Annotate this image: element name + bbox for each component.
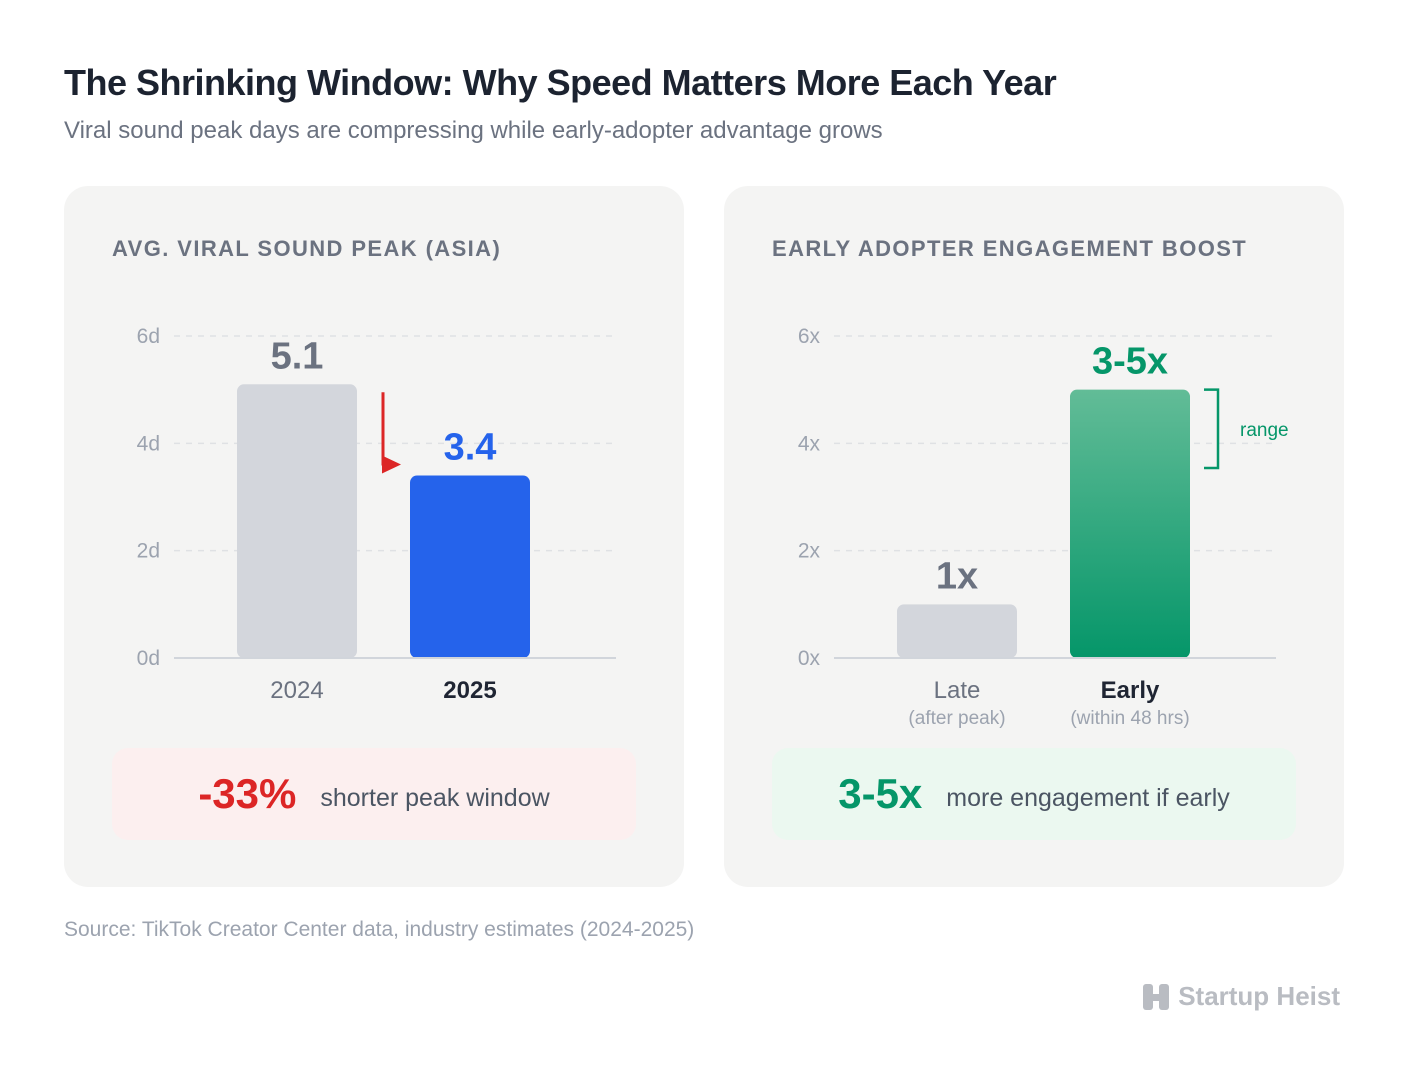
- peak-category-label: 2025: [443, 677, 496, 704]
- engagement-ytick-label: 2x: [798, 540, 821, 563]
- engagement-value-label: 1x: [936, 555, 978, 597]
- engagement-ytick-label: 0x: [798, 647, 821, 670]
- engagement-ytick-label: 4x: [798, 432, 821, 455]
- engagement-category-sublabel: (after peak): [908, 708, 1005, 729]
- range-label: range: [1240, 420, 1289, 441]
- peak-ytick-label: 0d: [137, 647, 160, 670]
- source-note: Source: TikTok Creator Center data, indu…: [64, 918, 695, 941]
- peak-ytick-label: 6d: [137, 325, 160, 348]
- brand-logo: Startup Heist: [1142, 981, 1340, 1012]
- decrease-arrow-head: [382, 455, 401, 474]
- peak-change-value: -33%: [198, 770, 297, 817]
- peak-bar-2024: [237, 384, 357, 658]
- peak-days-chart: 0d 2d 4d 6d 5.1 2024 3.4 2025: [137, 325, 616, 704]
- engagement-category-sublabel: (within 48 hrs): [1070, 708, 1189, 729]
- peak-days-heading: AVG. VIRAL SOUND PEAK (ASIA): [112, 236, 502, 261]
- peak-change-callout: -33% shorter peak window: [112, 748, 636, 840]
- page-subtitle: Viral sound peak days are compressing wh…: [64, 117, 883, 144]
- page-title: The Shrinking Window: Why Speed Matters …: [64, 62, 1057, 103]
- engagement-heading: EARLY ADOPTER ENGAGEMENT BOOST: [772, 236, 1248, 261]
- engagement-panel: EARLY ADOPTER ENGAGEMENT BOOST 0x 2x 4x 6x 1…: [724, 186, 1344, 887]
- peak-value-label: 3.4: [444, 427, 497, 469]
- engagement-value-label: 3-5x: [1092, 341, 1168, 383]
- brand-name: Startup Heist: [1178, 981, 1340, 1011]
- engagement-value: 3-5x: [838, 770, 923, 817]
- engagement-category-label: Early: [1101, 677, 1160, 704]
- engagement-bar-early: [1070, 389, 1190, 658]
- engagement-bar-late: [897, 604, 1017, 658]
- peak-days-panel: AVG. VIRAL SOUND PEAK (ASIA) 0d 2d 4d 6d 5.1…: [64, 186, 684, 887]
- engagement-callout: 3-5x more engagement if early: [772, 748, 1296, 840]
- peak-category-label: 2024: [270, 677, 323, 704]
- engagement-ytick-label: 6x: [798, 325, 821, 348]
- engagement-category-label: Late: [934, 677, 981, 704]
- engagement-text: more engagement if early: [946, 783, 1230, 812]
- peak-change-text: shorter peak window: [320, 783, 550, 812]
- engagement-chart: 0x 2x 4x 6x 1x Late (after peak) 3-5x Early (with…: [798, 325, 1289, 729]
- peak-value-label: 5.1: [271, 335, 324, 377]
- brand-icon: [1143, 983, 1170, 1010]
- peak-ytick-label: 4d: [137, 432, 160, 455]
- range-bracket: [1204, 388, 1220, 470]
- peak-ytick-label: 2d: [137, 540, 160, 563]
- peak-bar-2025: [410, 475, 530, 658]
